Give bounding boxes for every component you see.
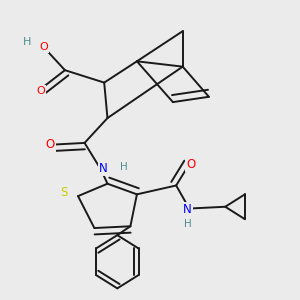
Text: O: O (39, 42, 48, 52)
Text: O: O (46, 138, 55, 151)
Text: N: N (183, 203, 192, 216)
Text: O: O (36, 86, 45, 96)
Text: H: H (23, 37, 32, 47)
Text: H: H (184, 220, 191, 230)
Text: O: O (186, 158, 196, 171)
Text: H: H (120, 162, 128, 172)
Text: S: S (61, 186, 68, 199)
Text: N: N (99, 162, 108, 175)
